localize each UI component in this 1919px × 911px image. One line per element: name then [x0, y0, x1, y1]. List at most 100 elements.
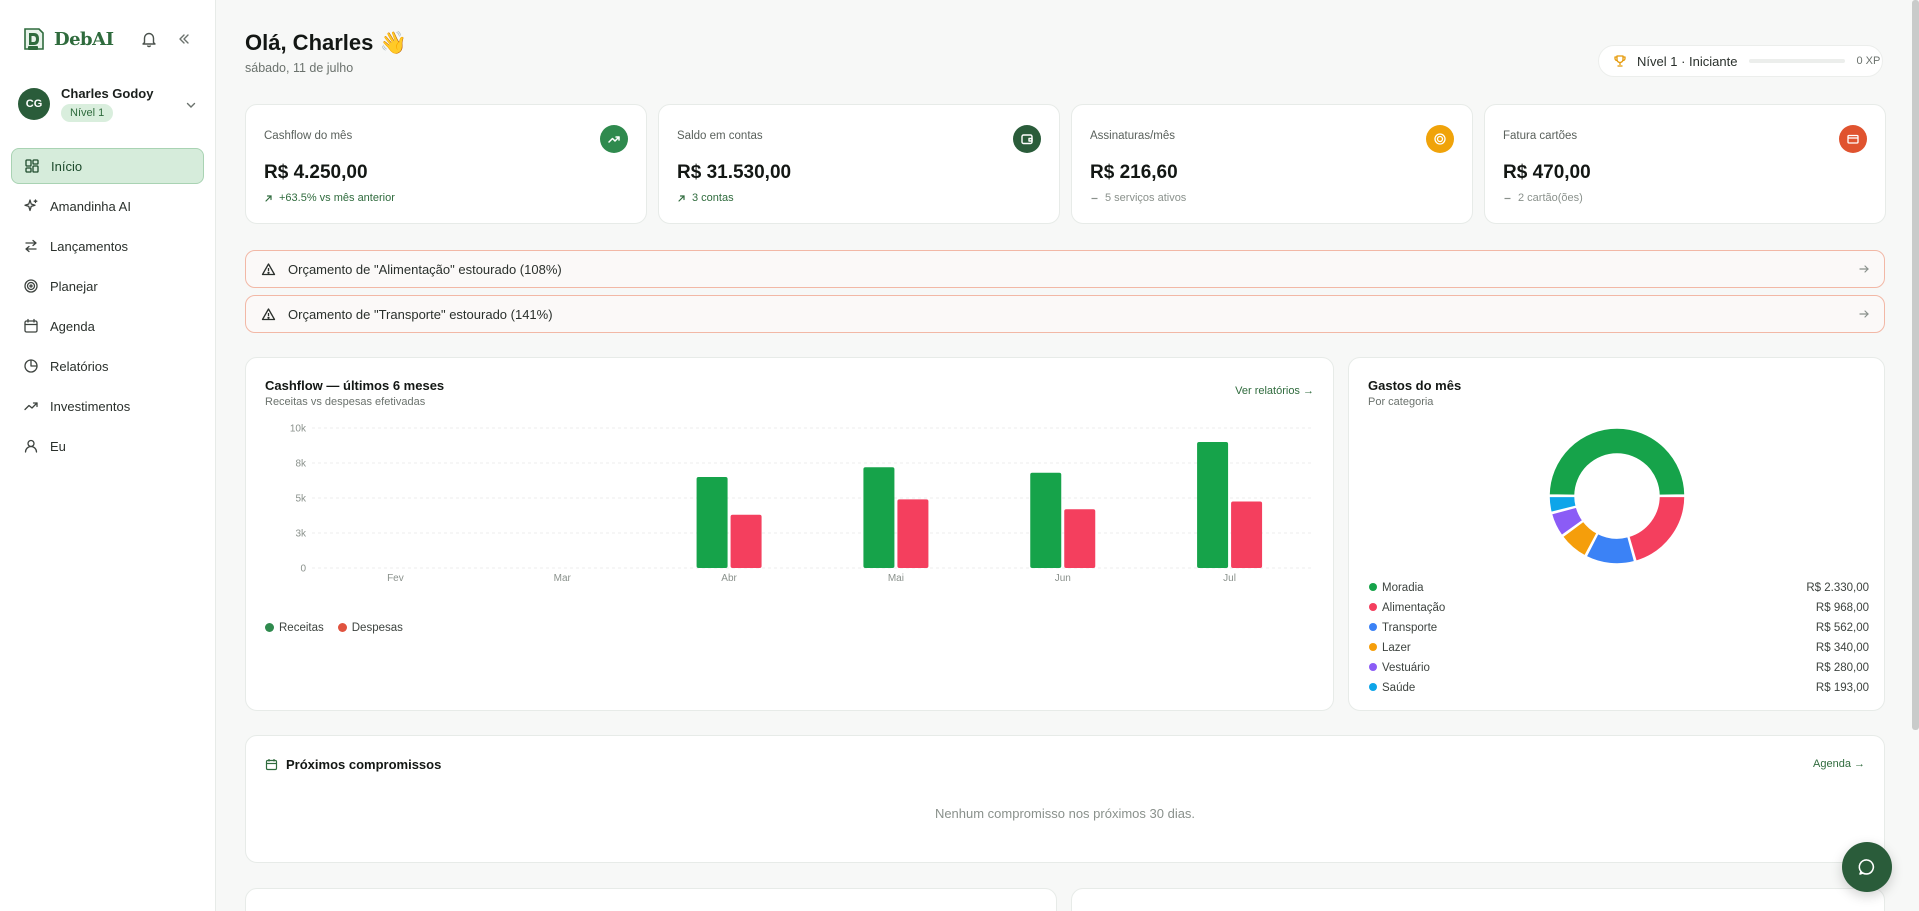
bottom-card-left — [245, 888, 1057, 911]
calendar-icon — [24, 318, 38, 333]
user-profile[interactable]: CG Charles Godoy Nível 1 — [18, 86, 198, 126]
page-scrollbar[interactable] — [1912, 0, 1919, 730]
card-subtitle: Receitas vs despesas efetivadas — [265, 396, 426, 408]
empty-state: Nenhum compromisso nos próximos 30 dias. — [934, 806, 1196, 821]
agenda-link[interactable]: Agenda → — [1813, 758, 1865, 770]
collapse-sidebar-icon[interactable] — [176, 31, 192, 47]
bar-despesas-jun[interactable] — [1064, 509, 1096, 568]
kpi-subtext-label: 2 cartão(ões) — [1518, 192, 1583, 204]
brand[interactable]: DebAI — [20, 26, 114, 52]
bar-receitas-abr[interactable] — [696, 477, 728, 568]
target-icon — [24, 279, 38, 293]
legend-item: Vestuário R$ 280,00 — [1369, 662, 1869, 674]
sidebar-item-label: Planejar — [50, 278, 98, 294]
legend-label: Lazer — [1382, 642, 1411, 654]
legend-value: R$ 280,00 — [1815, 662, 1869, 674]
current-date: sábado, 11 de julho — [245, 61, 354, 75]
sidebar-nav: Início Amandinha AI Lançamentos Planejar Age… — [11, 148, 204, 468]
legend-value: R$ 562,00 — [1815, 622, 1869, 634]
kpi-card-subscriptions[interactable]: Assinaturas/mês R$ 216,60 5 serviços ati… — [1071, 104, 1473, 224]
budget-alert[interactable]: Orçamento de "Transporte" estourado (141… — [245, 295, 1885, 333]
legend-swatch — [265, 623, 274, 632]
sidebar-item-planejar[interactable]: Planejar — [11, 268, 204, 304]
wallet-icon — [1013, 125, 1041, 153]
card-title: Próximos compromissos — [286, 757, 442, 772]
x-tick-label: Jun — [1055, 573, 1071, 584]
sidebar-item-amandinhaai[interactable]: Amandinha AI — [11, 188, 204, 224]
donut-slice-moradia[interactable] — [1548, 427, 1686, 497]
bar-despesas-mai[interactable] — [897, 499, 929, 568]
legend-item-despesas: Despesas — [337, 622, 403, 634]
legend-item: Alimentação R$ 968,00 — [1369, 602, 1869, 614]
arrow-up-right-icon — [265, 194, 272, 202]
page-title: Olá, Charles 👋 — [245, 30, 407, 55]
spending-donut-chart — [1548, 427, 1686, 565]
kpi-value: R$ 31.530,00 — [677, 162, 792, 183]
sidebar-item-eu[interactable]: Eu — [11, 428, 204, 464]
chat-bubble-icon — [1858, 859, 1875, 875]
arrow-right-icon — [1859, 265, 1869, 273]
kpi-label: Fatura cartões — [1503, 130, 1578, 142]
budget-alert[interactable]: Orçamento de "Alimentação" estourado (10… — [245, 250, 1885, 288]
kpi-card-card-bills[interactable]: Fatura cartões R$ 470,00 2 cartão(ões) — [1484, 104, 1886, 224]
kpi-subtext: 5 serviços ativos — [1090, 192, 1186, 204]
x-tick-label: Jul — [1223, 573, 1236, 584]
view-reports-link[interactable]: Ver relatórios → — [1235, 385, 1314, 397]
legend-label: Receitas — [279, 622, 324, 634]
sparkles-icon — [24, 199, 38, 212]
donut-slice-alimentação[interactable] — [1627, 495, 1686, 563]
user-name: Charles Godoy — [61, 86, 154, 101]
chat-assistant-button[interactable] — [1842, 842, 1892, 892]
legend-value: R$ 340,00 — [1815, 642, 1869, 654]
sidebar-item-label: Eu — [50, 438, 66, 454]
legend-swatch — [1369, 623, 1377, 632]
bar-despesas-abr[interactable] — [730, 514, 762, 568]
trophy-icon — [1614, 55, 1626, 67]
level-label: Nível 1 · Iniciante — [1637, 53, 1738, 69]
kpi-card-balance[interactable]: Saldo em contas R$ 31.530,00 3 contas — [658, 104, 1060, 224]
y-tick-label: 10k — [290, 424, 307, 435]
legend-item: Transporte R$ 562,00 — [1369, 622, 1869, 634]
legend-item: Lazer R$ 340,00 — [1369, 642, 1869, 654]
chevron-down-icon — [186, 102, 196, 108]
legend-swatch — [1369, 663, 1377, 672]
sidebar-item-label: Agenda — [50, 318, 95, 334]
sidebar: DebAI CG Charles Godoy Nível 1 Início Ama… — [0, 0, 216, 911]
arrow-up-right-icon — [678, 194, 685, 202]
legend-swatch — [1369, 583, 1377, 592]
sidebar-item-relatrios[interactable]: Relatórios — [11, 348, 204, 384]
x-tick-label: Fev — [387, 573, 404, 584]
sidebar-item-investimentos[interactable]: Investimentos — [11, 388, 204, 424]
legend-swatch — [337, 623, 347, 632]
bar-despesas-jul[interactable] — [1231, 501, 1263, 569]
legend-value: R$ 2.330,00 — [1806, 582, 1869, 594]
trending-up-icon — [24, 402, 38, 411]
level-progress[interactable]: Nível 1 · Iniciante 0 XP — [1598, 45, 1883, 77]
donut-slice-transporte[interactable] — [1585, 532, 1636, 565]
sidebar-item-label: Investimentos — [50, 398, 131, 414]
bottom-card-right — [1071, 888, 1885, 911]
bell-icon[interactable] — [140, 30, 158, 48]
bar-receitas-jul[interactable] — [1197, 442, 1229, 568]
kpi-subtext-label: +63.5% vs mês anterior — [279, 192, 395, 204]
bar-receitas-jun[interactable] — [1030, 472, 1062, 568]
donut-slice-lazer[interactable] — [1561, 520, 1599, 557]
user-icon — [24, 439, 38, 453]
chart-legend: Receitas Despesas — [265, 622, 403, 634]
sidebar-item-agenda[interactable]: Agenda — [11, 308, 204, 344]
user-level-badge: Nível 1 — [61, 104, 114, 122]
legend-value: R$ 193,00 — [1815, 682, 1869, 694]
donut-slice-vestuário[interactable] — [1550, 506, 1584, 537]
legend-swatch — [1369, 603, 1377, 612]
trending-up-icon — [600, 125, 628, 153]
bar-receitas-mai[interactable] — [863, 467, 895, 568]
credit-card-icon — [1839, 125, 1867, 153]
sidebar-item-incio[interactable]: Início — [11, 148, 204, 184]
sidebar-item-lanamentos[interactable]: Lançamentos — [11, 228, 204, 264]
xp-progress-bar — [1749, 59, 1846, 63]
donut-slice-saúde[interactable] — [1548, 495, 1578, 514]
spending-by-category-card: Gastos do mês Por categoria Moradia R$ 2.… — [1348, 357, 1885, 711]
minus-icon — [1091, 197, 1098, 199]
alert-text: Orçamento de "Alimentação" estourado (10… — [288, 261, 562, 277]
kpi-card-cashflow[interactable]: Cashflow do mês R$ 4.250,00 +63.5% vs mê… — [245, 104, 647, 224]
